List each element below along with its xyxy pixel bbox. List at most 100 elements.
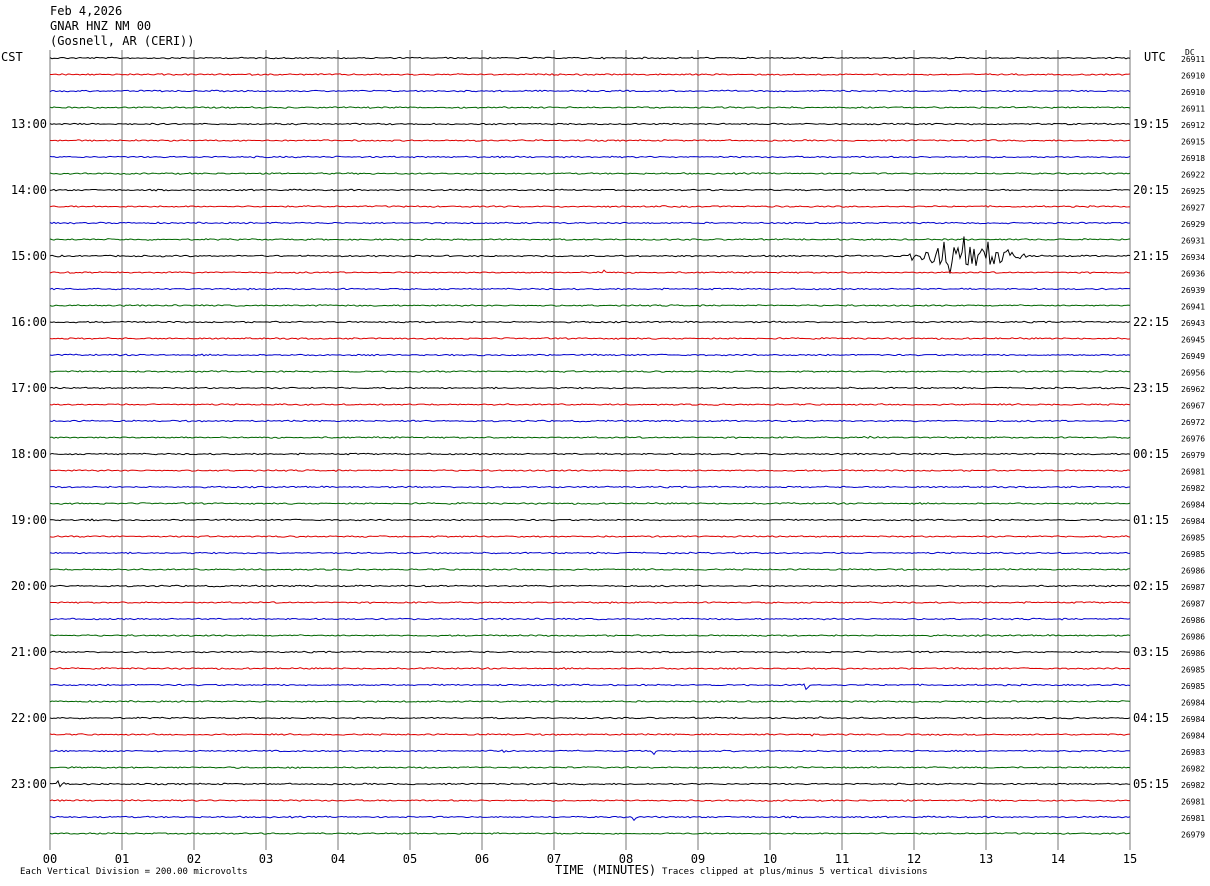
left-hour-label: 13:00 [11,117,47,131]
dc-offset-label: 26982 [1181,484,1205,493]
dc-offset-label: 26986 [1181,567,1205,576]
trace-line [49,650,1131,654]
trace-line [49,584,1131,588]
trace-line [49,535,1131,538]
trace-line [49,386,1131,390]
dc-offset-label: 26962 [1181,385,1205,394]
dc-offset-label: 26941 [1181,303,1205,312]
right-hour-label: 19:15 [1133,117,1169,131]
left-hour-label: 17:00 [11,381,47,395]
dc-offset-label: 26982 [1181,781,1205,790]
x-tick-label: 05 [403,852,417,866]
dc-offset-label: 26983 [1181,748,1205,757]
trace-line [49,304,1131,307]
trace-line [49,568,1131,571]
right-hour-label: 00:15 [1133,447,1169,461]
trace-line [49,700,1131,703]
left-axis-title: CST [1,50,23,64]
dc-offset-label: 26986 [1181,616,1205,625]
right-hour-label: 23:15 [1133,381,1169,395]
trace-line [49,353,1131,357]
trace-line [49,502,1131,505]
trace-line [49,172,1131,175]
header-station: GNAR HNZ NM 00 [50,19,152,33]
trace-line [49,73,1131,76]
dc-offset-label: 26929 [1181,220,1205,229]
dc-offset-label: 26981 [1181,814,1205,823]
right-hour-label: 02:15 [1133,579,1169,593]
dc-offset-label: 26987 [1181,583,1205,592]
x-tick-label: 12 [907,852,921,866]
dc-offset-label: 26986 [1181,649,1205,658]
x-tick-label: 10 [763,852,777,866]
dc-offset-label: 26984 [1181,501,1205,510]
right-hour-label: 01:15 [1133,513,1169,527]
left-hour-label: 18:00 [11,447,47,461]
right-axis-title: UTC [1144,50,1166,64]
x-tick-label: 11 [835,852,849,866]
dc-offset-label: 26918 [1181,154,1205,163]
trace-line [49,733,1131,737]
left-hour-label: 15:00 [11,249,47,263]
dc-offset-label: 26985 [1181,534,1205,543]
x-tick-label: 08 [619,852,633,866]
dc-offset-label: 26972 [1181,418,1205,427]
trace-line [49,188,1131,192]
dc-offset-label: 26987 [1181,600,1205,609]
left-hour-label: 19:00 [11,513,47,527]
left-hour-label: 16:00 [11,315,47,329]
x-tick-label: 04 [331,852,345,866]
right-hour-label: 21:15 [1133,249,1169,263]
dc-offset-label: 26979 [1181,831,1205,840]
x-tick-label: 13 [979,852,993,866]
left-hour-label: 23:00 [11,777,47,791]
right-hour-label: 20:15 [1133,183,1169,197]
dc-offset-label: 26984 [1181,715,1205,724]
x-axis-title: TIME (MINUTES) [555,863,657,877]
dc-offset-label: 26936 [1181,270,1205,279]
dc-title: DC [1185,48,1195,57]
dc-offset-label: 26981 [1181,468,1205,477]
x-tick-label: 02 [187,852,201,866]
trace-line [49,485,1131,489]
dc-offset-label: 26911 [1181,105,1205,114]
right-hour-label: 05:15 [1133,777,1169,791]
dc-offset-label: 26986 [1181,633,1205,642]
dc-offset-label: 26910 [1181,72,1205,81]
trace-line [49,320,1131,324]
trace-line [49,634,1131,637]
trace-line [49,779,1131,788]
dc-offset-label: 26981 [1181,798,1205,807]
dc-offset-label: 26967 [1181,402,1205,411]
dc-offset-label: 26927 [1181,204,1205,213]
trace-line [49,601,1131,604]
dc-offset-label: 26931 [1181,237,1205,246]
dc-offset-label: 26945 [1181,336,1205,345]
trace-line [49,815,1131,822]
trace-line [49,139,1131,142]
dc-offset-label: 26984 [1181,732,1205,741]
trace-line [49,766,1131,769]
trace-line [49,106,1131,109]
x-tick-label: 07 [547,852,561,866]
trace-line [49,122,1131,126]
trace-line [49,683,1131,691]
dc-offset-label: 26984 [1181,517,1205,526]
dc-offset-label: 26922 [1181,171,1205,180]
trace-line [49,617,1131,621]
x-tick-label: 01 [115,852,129,866]
trace-line [49,287,1131,291]
dc-offset-label: 26910 [1181,88,1205,97]
trace-line [49,205,1131,208]
dc-offset-label: 26949 [1181,352,1205,361]
trace-line [49,518,1131,522]
dc-offset-label: 26939 [1181,286,1205,295]
dc-offset-label: 26985 [1181,550,1205,559]
x-tick-label: 00 [43,852,57,866]
header-date: Feb 4,2026 [50,4,123,18]
trace-line [49,238,1131,241]
clip-note: Traces clipped at plus/minus 5 vertical … [662,867,928,877]
trace-line [49,799,1131,802]
trace-line [49,716,1131,720]
